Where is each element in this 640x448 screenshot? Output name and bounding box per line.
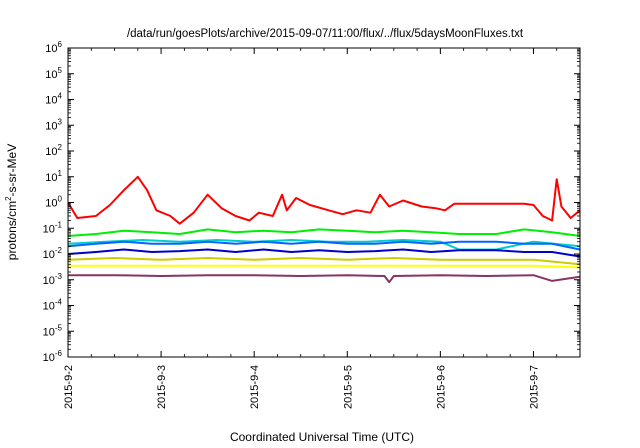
x-axis: 2015-9-2 2015-9-3 2015-9-4 2015-9-5 2015-9-6… — [63, 48, 581, 409]
series-line-6 — [68, 257, 580, 266]
series-layer — [68, 175, 580, 284]
y-tick-label: 106 — [45, 40, 62, 55]
series-line-4 — [68, 240, 580, 251]
series-line-5 — [68, 248, 580, 258]
plot-frame — [67, 47, 581, 358]
x-tick-label: 2015-9-6 — [435, 365, 447, 409]
x-axis-label: Coordinated Universal Time (UTC) — [230, 430, 414, 444]
y-tick-label: 10-5 — [43, 323, 63, 338]
y-axis-label: protons/cm2-s-sr-MeV — [4, 144, 19, 260]
y-tick-label: 104 — [45, 92, 62, 107]
y-tick-label: 105 — [45, 66, 62, 81]
x-tick-label: 2015-9-4 — [249, 365, 261, 409]
series-line-8 — [68, 274, 580, 284]
x-tick-label: 2015-9-5 — [342, 365, 354, 409]
x-tick-label: 2015-9-2 — [63, 365, 75, 409]
series-line-1 — [68, 175, 580, 225]
x-tick-label: 2015-9-7 — [528, 365, 540, 409]
y-tick-label: 10-6 — [43, 349, 63, 364]
y-tick-label: 101 — [45, 169, 62, 184]
y-axis: 106 105 104 103 102 101 100 10-1 10-2 10-3 10-4 10-… — [43, 40, 580, 364]
series-line-7 — [68, 264, 580, 269]
series-line-2 — [68, 228, 580, 237]
y-tick-label: 10-3 — [43, 272, 63, 287]
x-tick-label: 2015-9-3 — [156, 365, 168, 409]
y-tick-label: 103 — [45, 117, 62, 132]
y-tick-label: 100 — [45, 195, 62, 210]
y-tick-label: 102 — [45, 143, 62, 158]
y-tick-label: 10-2 — [43, 246, 63, 261]
y-tick-label: 10-1 — [43, 220, 63, 235]
y-tick-label: 10-4 — [43, 298, 63, 313]
chart-title: /data/run/goesPlots/archive/2015-09-07/1… — [127, 28, 524, 40]
